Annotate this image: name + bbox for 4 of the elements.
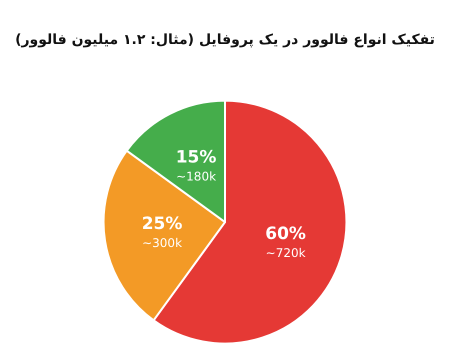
chart-title: تفکیک انواع فالوور در یک پروفایل (مثال: ۱.۲ میلیون فالوور) [15,32,435,48]
data-label: 25% ~300k [142,214,182,250]
data-label: 15% ~180k [176,147,216,184]
data-label: 60% ~720k [265,224,306,260]
